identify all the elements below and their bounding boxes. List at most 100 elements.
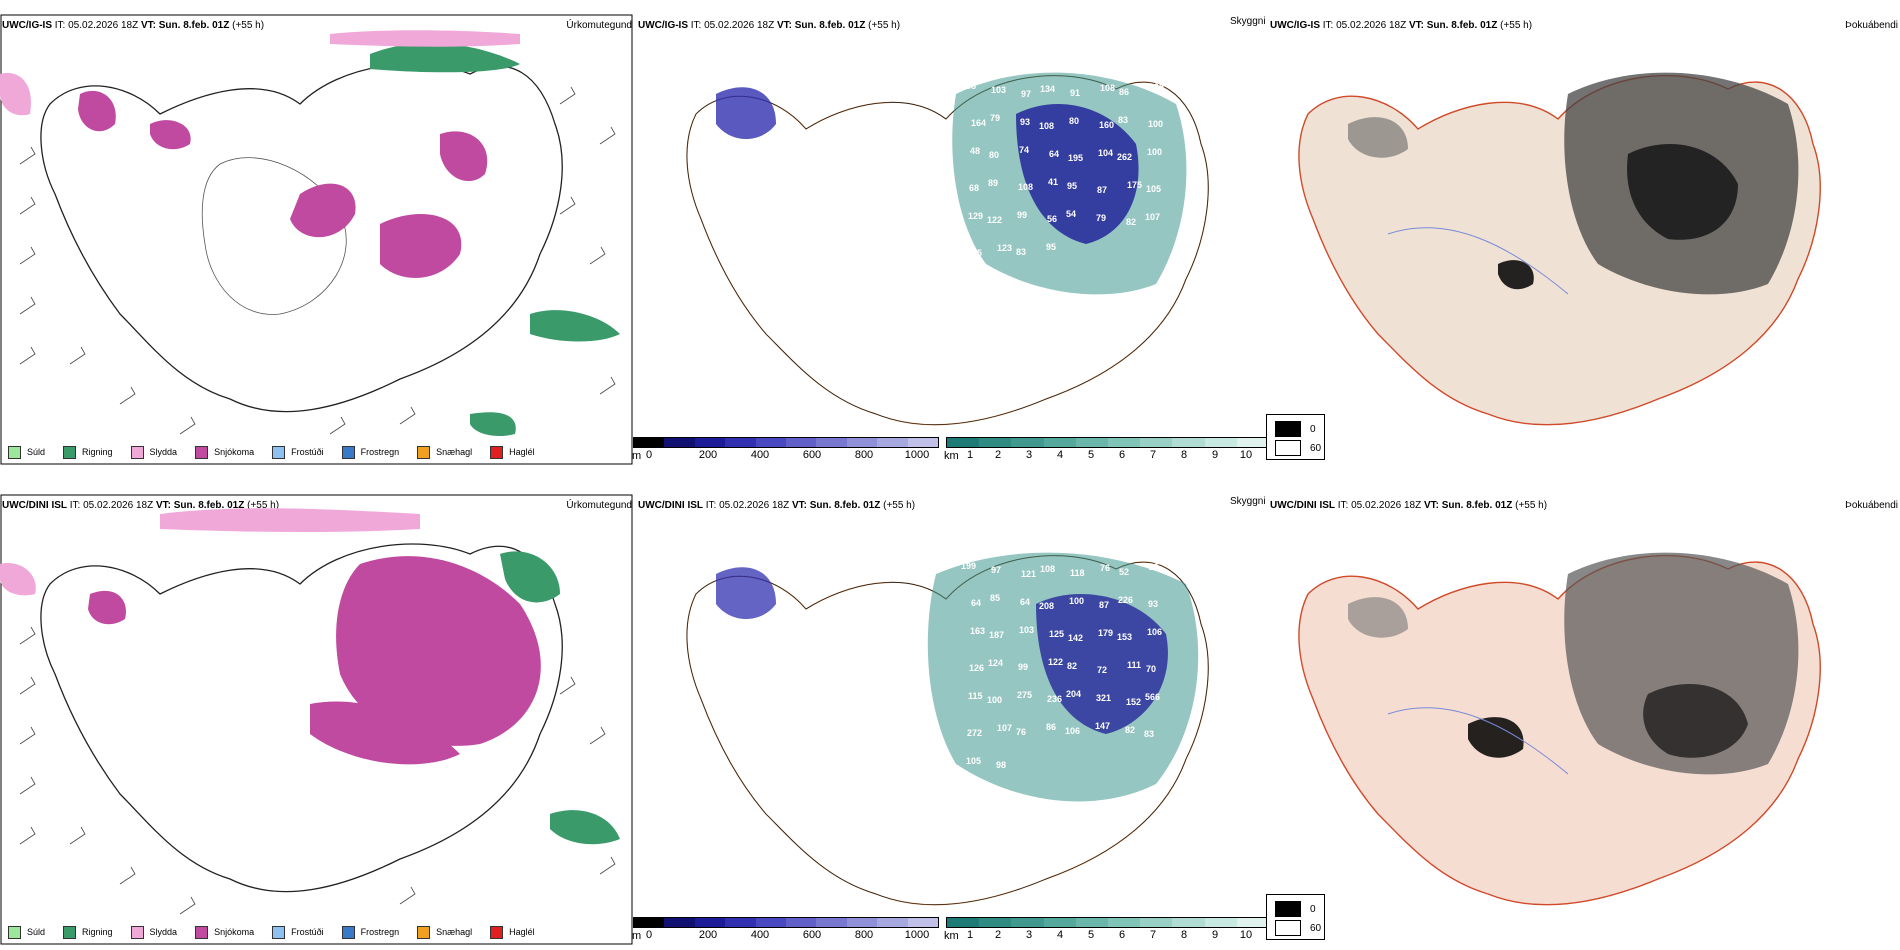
it-value: 05.02.2026 18Z (83, 500, 154, 511)
cloud-shading (1627, 144, 1738, 240)
visibility-value: 121 (1021, 569, 1036, 579)
visibility-map: 303 103 97 134 91 108 86 195 164 79 93 108 80 160 83 10… (686, 72, 1209, 426)
visibility-value: 111 (1127, 660, 1141, 670)
visibility-value: 187 (989, 630, 1004, 640)
vt-label: VT: (1408, 20, 1424, 31)
legend-label: Frostúði (291, 447, 324, 457)
legend-item: Haglél (490, 925, 535, 939)
tick-label: 0 (645, 449, 653, 461)
tick-label: 0 (645, 929, 653, 941)
legend-item: Slydda (130, 925, 177, 939)
visibility-value: 124 (988, 658, 1003, 668)
tick-label: 6 (1118, 929, 1126, 941)
legend-item: Súld (8, 445, 45, 459)
vt-value: Sun. 8.feb. 01Z (1441, 500, 1513, 511)
visibility-value: 89 (988, 178, 998, 188)
visibility-value: 93 (1020, 117, 1030, 127)
snow-patch (336, 556, 541, 746)
visibility-value: 147 (1095, 721, 1110, 731)
lead-time: (+55 h) (1500, 20, 1533, 31)
visibility-ticks: 1 2 3 4 5 6 7 8 9 10 (946, 448, 1270, 462)
visibility-value: 107 (1145, 212, 1160, 222)
visibility-colorbar (946, 437, 1270, 448)
tick-label: 600 (802, 929, 822, 941)
snow-patch (150, 120, 191, 150)
cloud-shading (1348, 597, 1408, 638)
legend-swatch (63, 925, 77, 939)
tick-label: 2 (994, 449, 1002, 461)
visibility-unit: km (944, 930, 959, 942)
frame (0, 494, 633, 945)
visibility-value: 70 (1146, 664, 1156, 674)
visibility-value: 74 (1019, 145, 1029, 155)
visibility-value: 204 (1066, 689, 1081, 699)
sleet-patch (330, 30, 520, 47)
visibility-value: 87 (1099, 600, 1109, 610)
model-name: UWC/IG-IS (2, 20, 52, 31)
tick-label: 3 (1025, 449, 1033, 461)
tick-label: 1 (966, 929, 974, 941)
visibility-value: 52 (1119, 567, 1129, 577)
visibility-value: 97 (991, 565, 1001, 575)
precip-legend: Súld Rigning Slydda Snjókoma Frostúði Fr… (0, 441, 545, 463)
visibility-value: 303 (961, 81, 976, 91)
river (1387, 707, 1569, 775)
tick-label: 10 (1239, 929, 1253, 941)
panel-title: Þokuábendi (1845, 500, 1898, 511)
visibility-value: 152 (1126, 697, 1141, 707)
visibility-value: 122 (1048, 657, 1063, 667)
visibility-value: 142 (1068, 633, 1083, 643)
tick-label: 400 (750, 449, 770, 461)
visibility-value: 83 (1144, 729, 1154, 739)
visibility-value: 262 (1117, 152, 1132, 162)
cloud-map (1298, 552, 1821, 906)
legend-swatch (417, 445, 431, 459)
lead-time: (+55 h) (232, 20, 265, 31)
cloud-shading (1348, 117, 1408, 158)
tick-label: 200 (698, 929, 718, 941)
visibility-value: 80 (1069, 116, 1079, 126)
lead-time: (+55 h) (247, 500, 280, 511)
visibility-value: 145 (967, 248, 982, 258)
rain-patch (470, 412, 516, 436)
visibility-value: 164 (971, 118, 986, 128)
snow-patch (290, 183, 356, 238)
legend-swatch (272, 925, 286, 939)
snow-patch (78, 90, 116, 132)
cloud-legend-item: 60 (1275, 440, 1321, 456)
tick-label: 800 (854, 449, 874, 461)
it-value: 05.02.2026 18Z (719, 500, 790, 511)
legend-swatch (490, 925, 504, 939)
visibility-ticks: 1 2 3 4 5 6 7 8 9 10 (946, 928, 1270, 942)
snow-patch (310, 701, 460, 765)
visibility-value: 76 (1100, 563, 1110, 573)
cloud-legend-item: 60 (1275, 920, 1321, 936)
visibility-unit: km (944, 450, 959, 462)
visibility-value: 125 (1049, 629, 1064, 639)
tick-label: 1 (966, 449, 974, 461)
visibility-value: 226 (1118, 595, 1133, 605)
legend-item: Snæhagl (417, 445, 472, 459)
ceiling-shading (716, 567, 776, 619)
visibility-value: 41 (1048, 177, 1058, 187)
cloud-shading (1498, 260, 1534, 290)
legend-item: Snjókoma (195, 925, 254, 939)
snow-patch (440, 131, 488, 182)
vt-label: VT: (140, 20, 156, 31)
tick-label: 3 (1025, 929, 1033, 941)
lead-time: (+55 h) (1515, 500, 1548, 511)
cloud-legend-item: 0 (1275, 901, 1316, 917)
visibility-value: 126 (969, 663, 984, 673)
panel-header: UWC/IG-IS IT: 05.02.2026 18Z VT: Sun. 8.… (1270, 20, 1532, 31)
frame (0, 14, 633, 465)
it-value: 05.02.2026 18Z (68, 20, 139, 31)
precip-type-map (0, 494, 633, 945)
visibility-value: 108 (1100, 83, 1115, 93)
visibility-value: 93 (1148, 599, 1158, 609)
ceiling-shading (1036, 594, 1168, 734)
visibility-value: 236 (1047, 694, 1062, 704)
visibility-value: 208 (1039, 601, 1054, 611)
tick-label: 800 (854, 929, 874, 941)
visibility-value: 195 (1068, 153, 1083, 163)
ceiling-shading (1016, 104, 1139, 244)
